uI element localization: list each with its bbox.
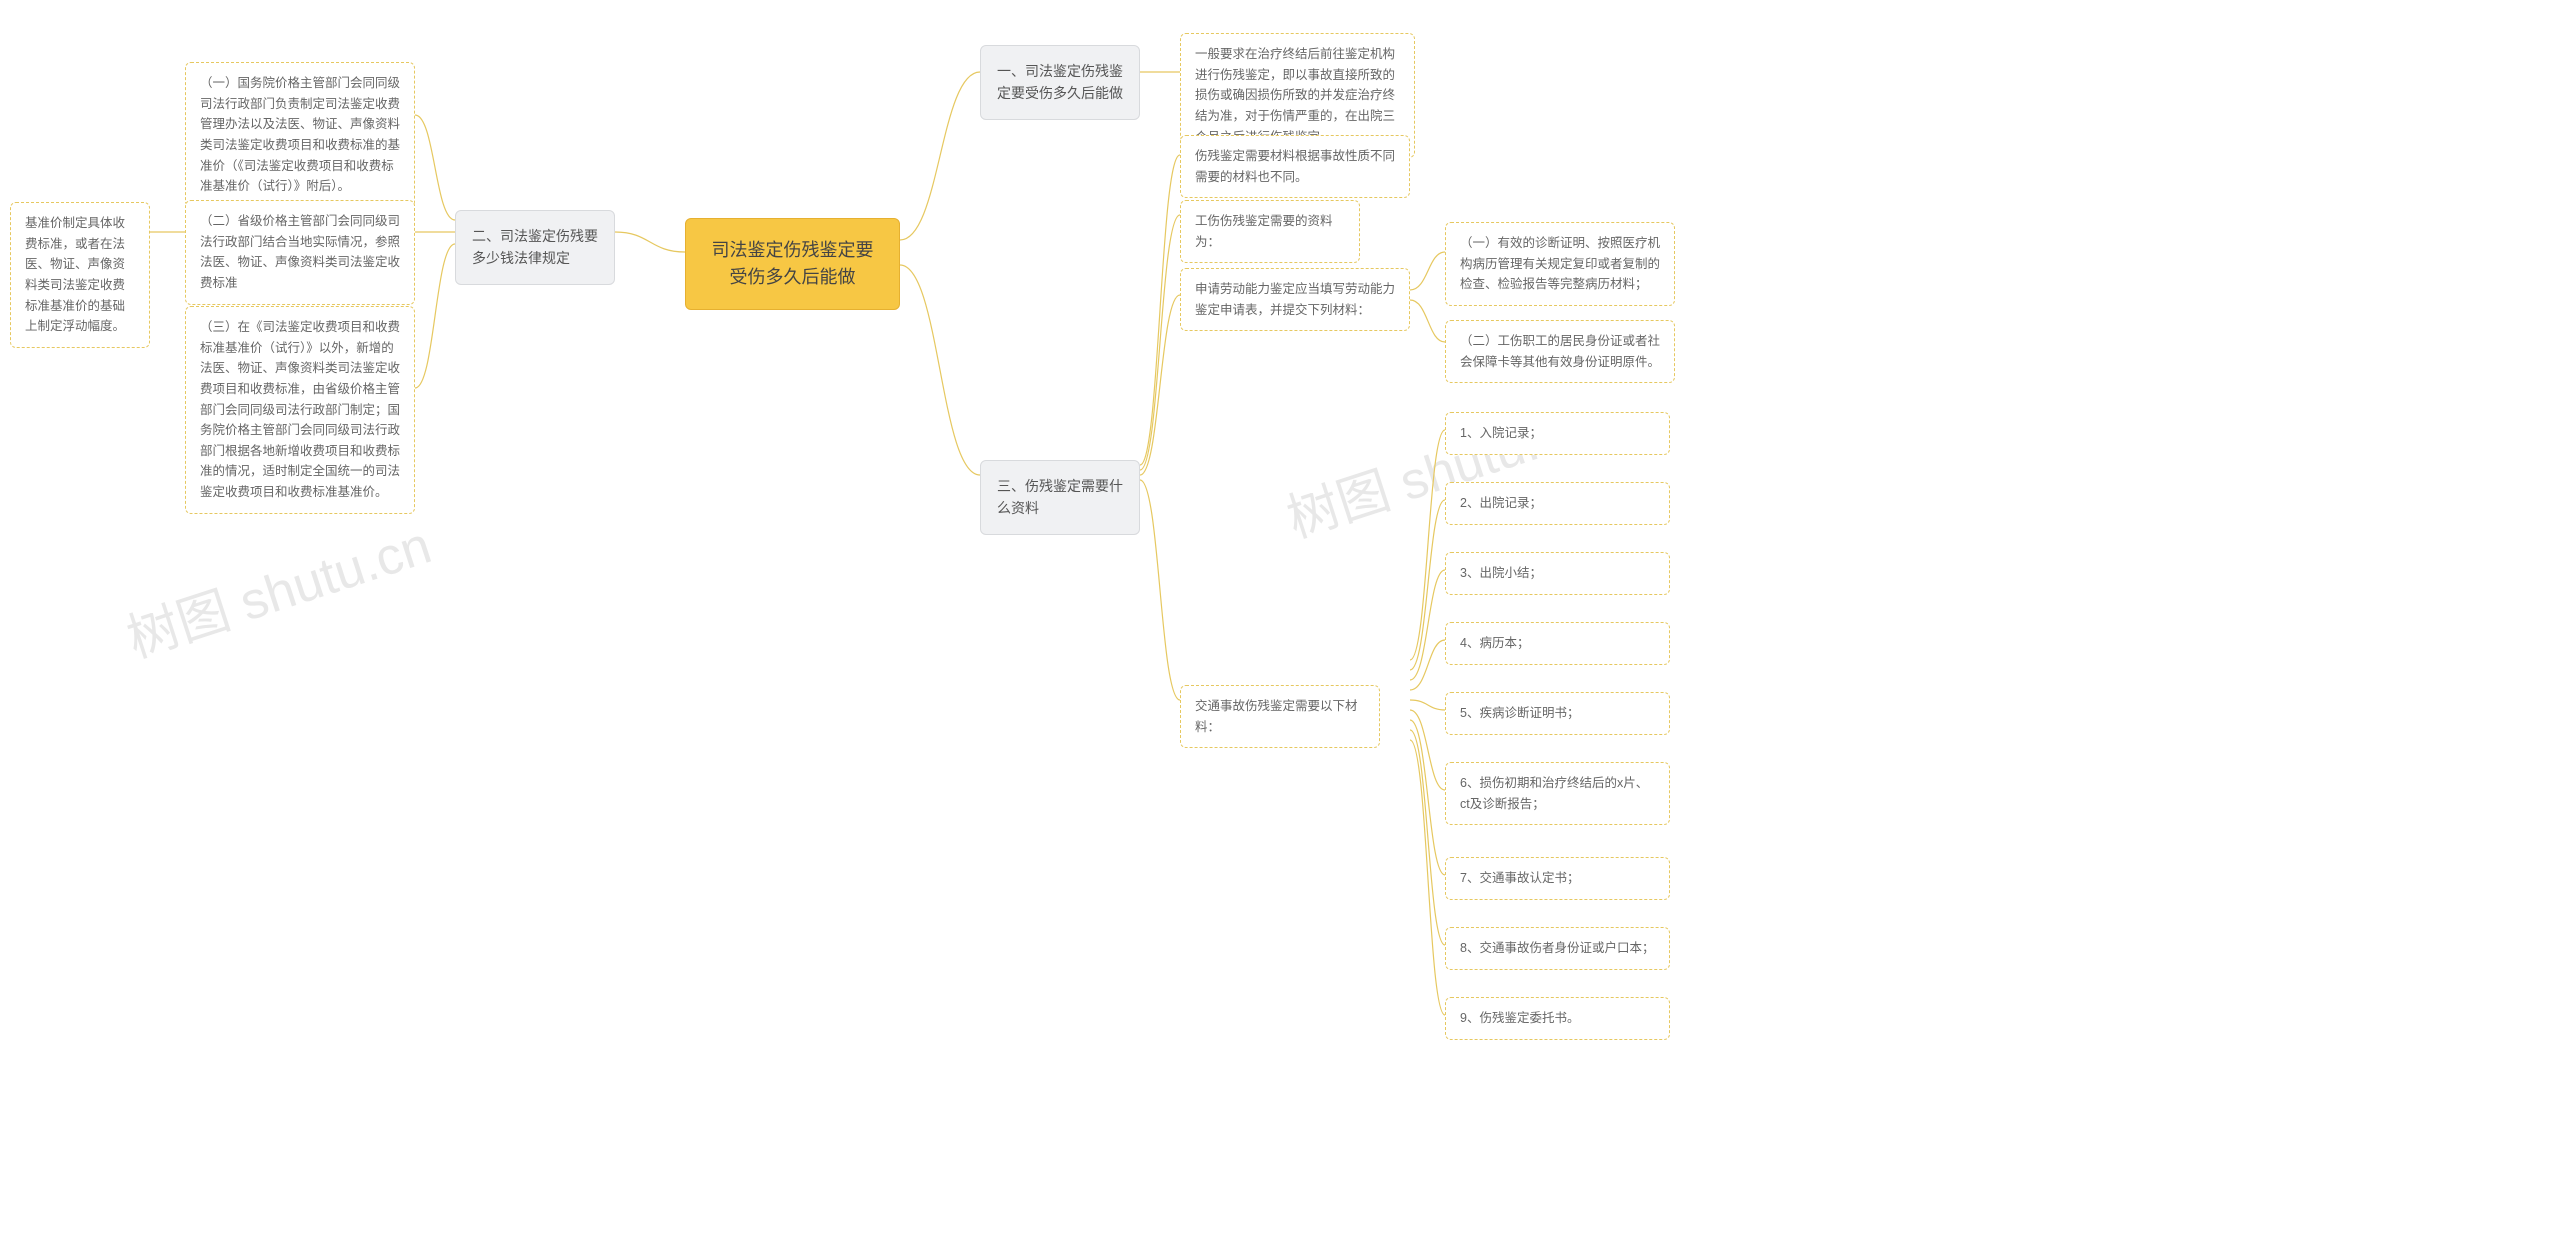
- branch2-item2-sub: 基准价制定具体收费标准，或者在法医、物证、声像资料类司法鉴定收费标准基准价的基础…: [10, 202, 150, 348]
- traffic-item-3: 3、出院小结；: [1445, 552, 1670, 595]
- watermark-right: 树图 shutu.cn: [1276, 383, 1599, 552]
- traffic-item-6: 6、损伤初期和治疗终结后的x片、ct及诊断报告；: [1445, 762, 1670, 825]
- traffic-item-1: 1、入院记录；: [1445, 412, 1670, 455]
- branch3-work-app: 申请劳动能力鉴定应当填写劳动能力鉴定申请表，并提交下列材料：: [1180, 268, 1410, 331]
- root-node: 司法鉴定伤残鉴定要受伤多久后能做: [685, 218, 900, 310]
- branch3-work-title: 工伤伤残鉴定需要的资料为：: [1180, 200, 1360, 263]
- branch3-work-a: （一）有效的诊断证明、按照医疗机构病历管理有关规定复印或者复制的检查、检验报告等…: [1445, 222, 1675, 306]
- branch3-title: 三、伤残鉴定需要什么资料: [980, 460, 1140, 535]
- branch2-title: 二、司法鉴定伤残要多少钱法律规定: [455, 210, 615, 285]
- branch2-item1: （一）国务院价格主管部门会同同级司法行政部门负责制定司法鉴定收费管理办法以及法医…: [185, 62, 415, 208]
- traffic-item-9: 9、伤残鉴定委托书。: [1445, 997, 1670, 1040]
- traffic-item-4: 4、病历本；: [1445, 622, 1670, 665]
- traffic-item-2: 2、出院记录；: [1445, 482, 1670, 525]
- branch2-item3: （三）在《司法鉴定收费项目和收费标准基准价（试行）》以外，新增的法医、物证、声像…: [185, 306, 415, 514]
- watermark-left: 树图 shutu.cn: [116, 503, 439, 672]
- branch1-title: 一、司法鉴定伤残鉴定要受伤多久后能做: [980, 45, 1140, 120]
- traffic-item-7: 7、交通事故认定书；: [1445, 857, 1670, 900]
- traffic-item-5: 5、疾病诊断证明书；: [1445, 692, 1670, 735]
- branch2-item2: （二）省级价格主管部门会同同级司法行政部门结合当地实际情况，参照法医、物证、声像…: [185, 200, 415, 305]
- branch3-intro: 伤残鉴定需要材料根据事故性质不同需要的材料也不同。: [1180, 135, 1410, 198]
- branch3-work-b: （二）工伤职工的居民身份证或者社会保障卡等其他有效身份证明原件。: [1445, 320, 1675, 383]
- traffic-item-8: 8、交通事故伤者身份证或户口本；: [1445, 927, 1670, 970]
- branch3-traffic-title: 交通事故伤残鉴定需要以下材料：: [1180, 685, 1380, 748]
